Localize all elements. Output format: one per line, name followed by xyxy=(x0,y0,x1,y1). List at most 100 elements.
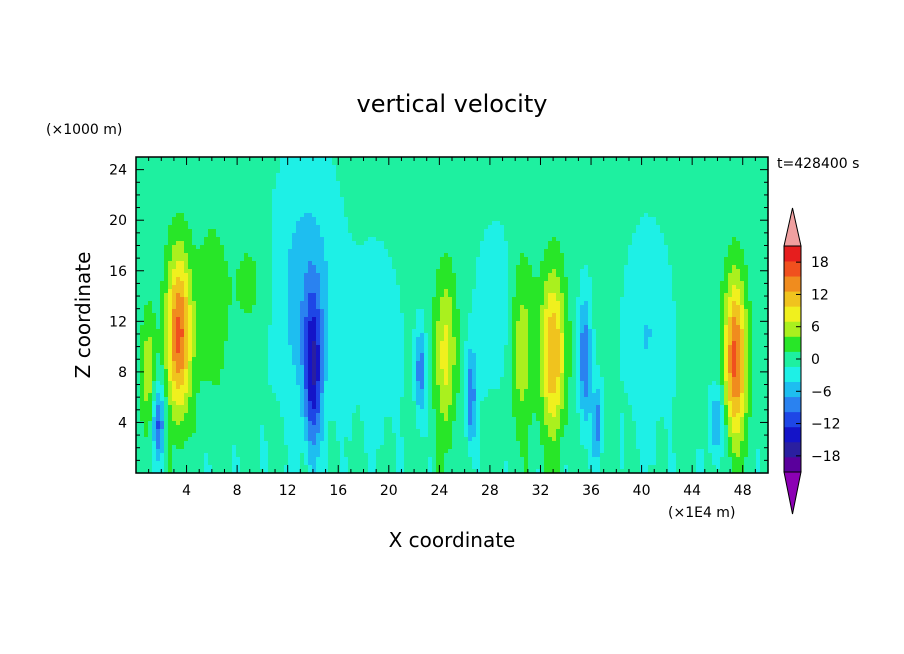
field-cell xyxy=(548,365,561,370)
field-cell xyxy=(320,301,329,306)
field-cell xyxy=(724,417,729,422)
field-cell xyxy=(740,345,745,350)
field-cell xyxy=(624,289,673,294)
field-cell xyxy=(472,417,477,422)
field-cell xyxy=(304,385,309,390)
field-cell xyxy=(168,317,173,322)
field-cell xyxy=(320,353,325,358)
colorbar-swatch xyxy=(784,306,801,322)
field-cell xyxy=(340,185,769,190)
field-cell xyxy=(596,437,601,442)
field-cell xyxy=(260,425,265,430)
field-cell xyxy=(696,449,705,454)
field-cell xyxy=(548,433,557,438)
field-cell xyxy=(728,321,733,326)
field-cell xyxy=(548,333,561,338)
field-cell xyxy=(708,437,713,442)
field-cell xyxy=(740,377,745,382)
field-cell xyxy=(384,425,393,430)
field-cell xyxy=(744,357,749,362)
field-cell xyxy=(232,293,237,298)
field-cell xyxy=(228,309,245,314)
field-cell xyxy=(200,385,273,390)
field-cell xyxy=(156,405,161,410)
field-cell xyxy=(672,401,709,406)
field-cell xyxy=(168,401,177,406)
field-cell xyxy=(172,465,205,470)
field-cell xyxy=(728,277,741,282)
field-cell xyxy=(324,389,405,394)
field-cell xyxy=(732,309,741,314)
field-cell xyxy=(172,269,185,274)
field-cell xyxy=(600,393,605,398)
field-cell xyxy=(544,333,549,338)
field-cell xyxy=(528,441,541,446)
field-cell xyxy=(296,381,305,386)
field-cell xyxy=(580,277,593,282)
field-cell xyxy=(756,461,761,466)
field-cell xyxy=(420,433,429,438)
field-cell xyxy=(188,437,261,442)
field-cell xyxy=(452,433,465,438)
field-cell xyxy=(304,349,309,354)
field-cell xyxy=(304,461,309,466)
field-cell xyxy=(156,317,161,322)
field-cell xyxy=(504,233,633,238)
field-cell xyxy=(528,325,541,330)
field-cell xyxy=(256,289,273,294)
field-cell xyxy=(456,305,473,310)
field-cell xyxy=(724,349,729,354)
field-cell xyxy=(744,429,749,434)
field-cell xyxy=(752,309,769,314)
field-cell xyxy=(436,441,453,446)
field-cell xyxy=(436,341,441,346)
field-cell xyxy=(740,349,745,354)
field-cell xyxy=(508,341,513,346)
field-cell xyxy=(168,237,193,242)
field-cell xyxy=(720,381,725,386)
field-cell xyxy=(676,377,721,382)
field-cell xyxy=(744,301,753,306)
field-cell xyxy=(152,385,157,390)
field-cell xyxy=(472,457,481,462)
field-cell xyxy=(152,377,157,382)
field-cell xyxy=(580,337,589,342)
field-cell xyxy=(596,337,621,342)
field-cell xyxy=(136,345,141,350)
field-cell xyxy=(712,461,721,466)
field-cell xyxy=(528,353,541,358)
field-cell xyxy=(352,233,485,238)
field-cell xyxy=(604,405,633,410)
field-cell xyxy=(548,357,561,362)
field-cell xyxy=(696,469,705,474)
field-cell xyxy=(480,429,517,434)
field-cell xyxy=(532,421,541,426)
field-cell xyxy=(448,357,457,362)
field-cell xyxy=(136,229,169,234)
field-cell xyxy=(756,457,761,462)
field-cell xyxy=(312,361,317,366)
field-cell xyxy=(560,349,565,354)
field-cell xyxy=(188,257,225,262)
field-cell xyxy=(464,425,469,430)
field-cell xyxy=(220,241,273,246)
field-cell xyxy=(320,413,325,418)
field-cell xyxy=(620,297,673,302)
field-cell xyxy=(368,453,377,458)
field-cell xyxy=(152,381,157,386)
field-cell xyxy=(312,441,317,446)
field-cell xyxy=(740,381,745,386)
field-cell xyxy=(396,277,437,282)
field-cell xyxy=(620,313,677,318)
field-cell xyxy=(624,273,673,278)
field-cell xyxy=(512,309,521,314)
field-cell xyxy=(536,413,545,418)
field-cell xyxy=(720,341,725,346)
field-cell xyxy=(760,465,769,470)
field-cell xyxy=(668,445,673,450)
field-cell xyxy=(720,385,725,390)
colorbar-under-arrow xyxy=(783,471,802,515)
field-cell xyxy=(516,373,529,378)
field-cell xyxy=(740,361,745,366)
field-cell xyxy=(672,417,709,422)
